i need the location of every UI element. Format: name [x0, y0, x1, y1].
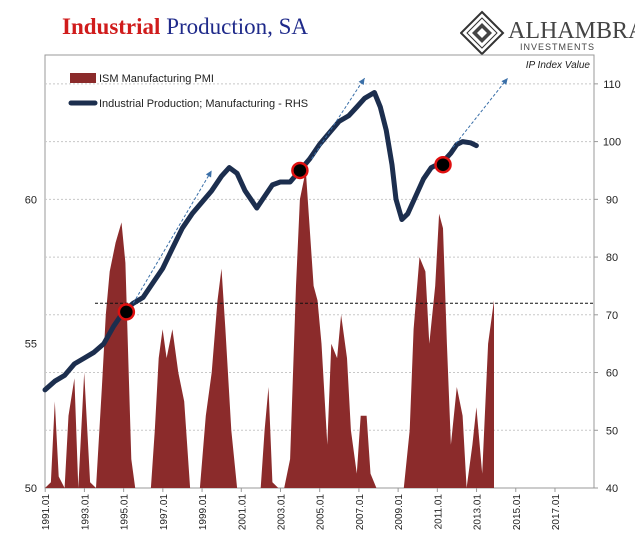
x-tick-label: 2009.01: [394, 494, 405, 531]
trend-arrow-head: [501, 78, 508, 85]
trend-arrow: [311, 77, 366, 160]
highlight-marker: [117, 303, 136, 321]
legend: ISM Manufacturing PMI Industrial Producti…: [68, 73, 308, 110]
right-tick-label: 80: [606, 252, 618, 264]
pmi-area: [45, 170, 494, 488]
trend-arrow: [452, 77, 509, 148]
logo-name: ALHAMBRA: [508, 18, 635, 44]
left-tick-label: 60: [25, 194, 37, 206]
ip-index-annotation: IP Index Value: [526, 60, 591, 71]
x-tick-label: 2001.01: [237, 494, 248, 531]
diamond-emblem-icon: [460, 10, 505, 56]
right-tick-label: 90: [606, 194, 618, 206]
axis-layer: 50 55 60 40 50 60 70 80 90 100 110 1991.01 1993.01 19…: [25, 60, 621, 530]
x-tick-label: 2007.01: [355, 494, 366, 531]
legend-label-ip: Industrial Production; Manufacturing - R…: [99, 98, 308, 110]
title-part-industrial: Industrial: [62, 14, 161, 39]
logo-sub: INVESTMENTS: [520, 42, 595, 52]
legend-label-pmi: ISM Manufacturing PMI: [99, 73, 214, 85]
legend-swatch-pmi: [70, 73, 96, 83]
trend-arrow-layer: [132, 77, 509, 304]
trend-arrow-head: [358, 78, 365, 86]
right-tick-label: 100: [603, 137, 621, 149]
right-tick-label: 70: [606, 310, 618, 322]
trend-arrow: [132, 170, 213, 304]
x-tick-label: 1995.01: [120, 494, 131, 531]
highlight-marker: [291, 161, 309, 180]
trend-arrow-head: [205, 170, 212, 178]
left-tick-label: 55: [25, 339, 37, 351]
x-tick-label: 2003.01: [276, 494, 287, 531]
left-tick-label: 50: [25, 483, 37, 495]
x-tick-label: 1997.01: [159, 494, 170, 531]
x-tick-label: 1991.01: [41, 494, 52, 531]
x-tick-label: 2005.01: [316, 494, 327, 531]
title-part-production: Production, SA: [166, 14, 309, 39]
x-tick-label: 2017.01: [551, 494, 562, 531]
right-tick-label: 40: [606, 483, 618, 495]
marker-layer: [117, 155, 452, 321]
pmi-area-layer: [45, 170, 494, 488]
x-tick-label: 2015.01: [512, 494, 523, 531]
right-tick-label: 110: [603, 79, 621, 91]
highlight-marker: [434, 155, 452, 174]
x-tick-label: 1999.01: [198, 494, 209, 531]
alhambra-logo: ALHAMBRA INVESTMENTS: [460, 10, 635, 56]
right-tick-label: 50: [606, 425, 618, 437]
x-tick-label: 2011.01: [433, 494, 444, 530]
x-tick-label: 1993.01: [80, 494, 91, 531]
right-tick-label: 60: [606, 368, 618, 380]
chart-title: Industrial Production, SA: [62, 14, 308, 40]
x-tick-label: 2013.01: [473, 494, 484, 531]
